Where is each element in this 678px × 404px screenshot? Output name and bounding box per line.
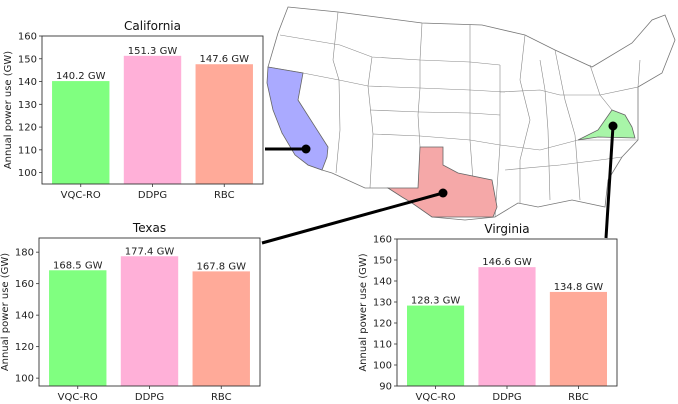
connector-texas: [261, 191, 444, 245]
axes-frame: [41, 35, 264, 185]
y-tick-label: 140: [373, 277, 392, 288]
marker-virginia: [608, 121, 618, 131]
chart-texas: 168.5 GW VQC-RO 177.4 GW DDPG 167.8 GW RBC 100…: [0, 221, 261, 403]
connectors: [261, 121, 618, 245]
bar-value-label: 151.3 GW: [128, 46, 178, 57]
x-tick-label: RBC: [568, 392, 589, 403]
bar-vqc-ro: [49, 270, 107, 386]
x-tick-label: VQC-RO: [58, 392, 98, 403]
y-tick-label: 110: [18, 145, 37, 156]
y-tick-label: 90: [379, 382, 392, 393]
x-tick-label: VQC-RO: [416, 392, 456, 403]
state-california: [266, 66, 329, 171]
y-tick-label: 150: [373, 256, 392, 267]
chart-title: California: [124, 19, 181, 33]
bar-value-label: 168.5 GW: [53, 260, 103, 271]
bar-rbc: [549, 291, 607, 386]
connector-virginia: [604, 125, 615, 239]
x-tick-label: DDPG: [492, 392, 521, 403]
marker-california: [301, 144, 311, 154]
bar-ddpg: [120, 256, 179, 386]
axes-frame: [396, 238, 618, 387]
chart-virginia: 128.3 GW VQC-RO 146.6 GW DDPG 134.8 GW RBC 90 1…: [358, 222, 618, 403]
bar-rbc: [192, 271, 250, 386]
y-tick-label: 120: [373, 319, 392, 330]
y-tick-label: 120: [18, 123, 37, 134]
y-axis-label: Annual power use (GW): [3, 51, 14, 169]
x-tick-label: RBC: [214, 190, 235, 201]
bar-value-label: 134.8 GW: [554, 282, 604, 293]
x-tick-label: DDPG: [138, 190, 167, 201]
y-tick-label: 160: [15, 279, 34, 290]
y-tick-label: 130: [18, 100, 37, 111]
chart-title: Virginia: [484, 222, 529, 236]
bar-value-label: 177.4 GW: [125, 246, 175, 257]
bar-vqc-ro: [52, 81, 110, 184]
marker-texas: [438, 188, 448, 198]
y-tick-label: 150: [18, 54, 37, 65]
y-axis-label: Annual power use (GW): [358, 253, 369, 371]
us-map: [266, 6, 676, 221]
bar-vqc-ro: [407, 305, 465, 386]
bar-ddpg: [123, 55, 182, 184]
bar-rbc: [195, 64, 253, 184]
bar-ddpg: [478, 267, 536, 386]
y-tick-label: 120: [15, 342, 34, 353]
bar-value-label: 140.2 GW: [56, 71, 106, 82]
axes-frame: [38, 237, 261, 387]
bar-value-label: 128.3 GW: [411, 296, 461, 307]
x-tick-label: DDPG: [135, 392, 164, 403]
y-tick-label: 180: [15, 248, 34, 259]
y-tick-label: 100: [373, 361, 392, 372]
y-tick-label: 100: [15, 374, 34, 385]
x-tick-label: RBC: [211, 392, 232, 403]
y-tick-label: 140: [15, 311, 34, 322]
y-tick-label: 110: [373, 340, 392, 351]
y-axis-label: Annual power use (GW): [0, 253, 11, 371]
y-tick-label: 130: [373, 298, 392, 309]
chart-california: 140.2 GW VQC-RO 151.3 GW DDPG 147.6 GW RBC 100…: [3, 19, 264, 201]
y-tick-label: 140: [18, 77, 37, 88]
x-tick-label: VQC-RO: [61, 190, 101, 201]
us-outline: [267, 6, 676, 221]
y-tick-label: 160: [373, 235, 392, 246]
bar-value-label: 167.8 GW: [197, 261, 247, 272]
chart-title: Texas: [132, 221, 166, 235]
y-tick-label: 100: [18, 168, 37, 179]
state-virginia: [577, 109, 636, 141]
bar-value-label: 147.6 GW: [200, 54, 250, 65]
y-tick-label: 160: [18, 32, 37, 43]
bar-value-label: 146.6 GW: [482, 257, 532, 268]
